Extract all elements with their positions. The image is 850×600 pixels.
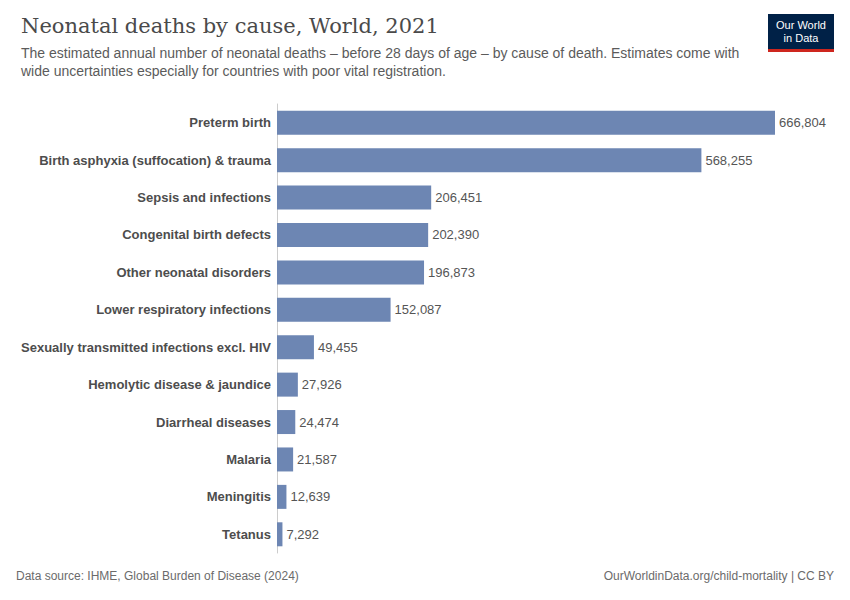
svg-text:27,926: 27,926 xyxy=(302,377,342,392)
svg-text:Birth asphyxia (suffocation) &: Birth asphyxia (suffocation) & trauma xyxy=(39,153,272,168)
svg-text:Lower respiratory infections: Lower respiratory infections xyxy=(96,302,271,317)
svg-text:Other neonatal disorders: Other neonatal disorders xyxy=(116,265,271,280)
svg-text:Sexually transmitted infection: Sexually transmitted infections excl. HI… xyxy=(21,340,271,355)
svg-text:Hemolytic disease & jaundice: Hemolytic disease & jaundice xyxy=(88,377,271,392)
svg-text:Neonatal deaths by cause, Worl: Neonatal deaths by cause, World, 2021 xyxy=(21,14,439,38)
svg-text:Data source: IHME, Global Burd: Data source: IHME, Global Burden of Dise… xyxy=(16,569,299,583)
svg-text:Meningitis: Meningitis xyxy=(207,489,271,504)
svg-text:wide uncertainties especially: wide uncertainties especially for countr… xyxy=(20,63,446,79)
svg-text:Diarrheal diseases: Diarrheal diseases xyxy=(156,415,271,430)
svg-text:Our World: Our World xyxy=(776,19,826,31)
svg-text:Preterm birth: Preterm birth xyxy=(189,115,271,130)
svg-text:21,587: 21,587 xyxy=(297,452,337,467)
svg-text:196,873: 196,873 xyxy=(428,265,475,280)
svg-text:49,455: 49,455 xyxy=(318,340,358,355)
svg-text:206,451: 206,451 xyxy=(435,190,482,205)
svg-text:152,087: 152,087 xyxy=(395,302,442,317)
svg-text:24,474: 24,474 xyxy=(299,415,339,430)
svg-text:Tetanus: Tetanus xyxy=(222,527,271,542)
svg-text:OurWorldinData.org/child-morta: OurWorldinData.org/child-mortality | CC … xyxy=(604,569,834,583)
svg-text:The estimated annual number of: The estimated annual number of neonatal … xyxy=(21,45,743,61)
svg-text:Sepsis and infections: Sepsis and infections xyxy=(137,190,271,205)
svg-text:202,390: 202,390 xyxy=(432,227,479,242)
svg-text:7,292: 7,292 xyxy=(286,527,319,542)
svg-text:666,804: 666,804 xyxy=(779,115,826,130)
svg-text:Congenital birth defects: Congenital birth defects xyxy=(122,227,271,242)
svg-text:in Data: in Data xyxy=(784,32,820,44)
svg-text:Malaria: Malaria xyxy=(226,452,272,467)
svg-text:12,639: 12,639 xyxy=(290,489,330,504)
svg-text:568,255: 568,255 xyxy=(705,153,752,168)
